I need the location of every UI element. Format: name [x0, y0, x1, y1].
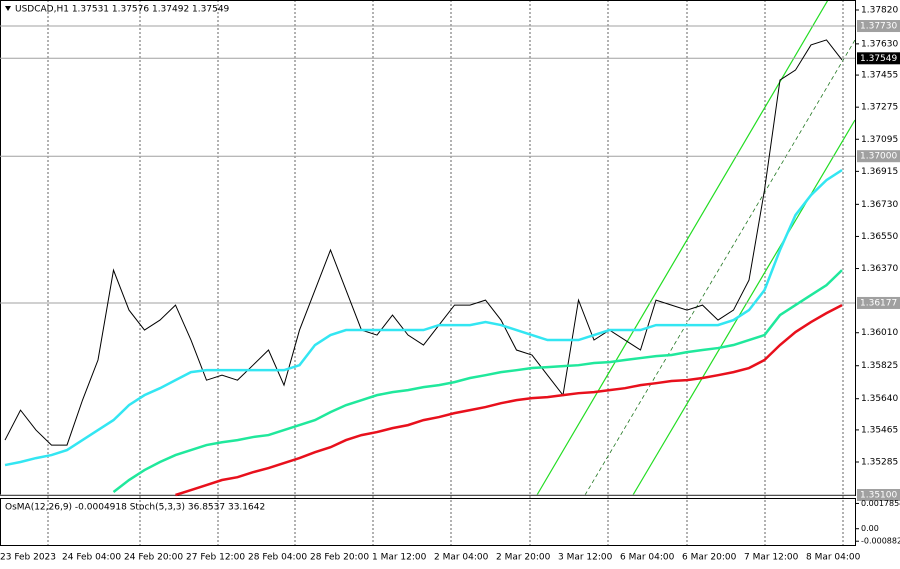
level-label: 1.37000: [860, 152, 897, 162]
y-tick-label: 1.37095: [861, 135, 898, 145]
indicator-tick-label: 0.0017854: [861, 499, 900, 508]
x-tick-label: 6 Mar 04:00: [620, 553, 675, 563]
level-label: 1.36177: [860, 298, 897, 308]
level-tag: [857, 489, 900, 501]
x-tick-label: 7 Mar 12:00: [744, 553, 799, 563]
price-line: [4, 39, 843, 446]
indicator-panel: [0, 498, 856, 546]
x-tick-label: 1 Mar 12:00: [372, 553, 427, 563]
y-tick-label: 1.36730: [861, 200, 898, 210]
y-tick-label: 1.37275: [861, 103, 898, 113]
level-label: 1.35100: [860, 491, 897, 501]
x-tick-label: 24 Feb 04:00: [62, 553, 121, 563]
y-tick-label: 1.35640: [861, 394, 898, 404]
x-tick-label: 6 Mar 20:00: [682, 553, 737, 563]
x-tick-label: 3 Mar 12:00: [558, 553, 613, 563]
x-tick-label: 24 Feb 20:00: [124, 553, 183, 563]
level-tag: [857, 20, 900, 33]
x-tick-label: 27 Feb 12:00: [186, 553, 245, 563]
x-tick-label: 8 Mar 04:00: [806, 553, 861, 563]
x-tick-label: 28 Feb 20:00: [310, 553, 369, 563]
chart-title: USDCAD,H1 1.37531 1.37576 1.37492 1.3754…: [15, 5, 230, 15]
menu-arrow[interactable]: [5, 6, 11, 11]
y-tick-label: 1.36550: [861, 232, 898, 242]
x-tick-label: 23 Feb 2023: [0, 553, 56, 563]
level-tag: [857, 150, 900, 163]
y-tick-label: 1.37630: [861, 39, 898, 49]
y-tick-label: 1.36370: [861, 264, 898, 274]
indicator-tick-label: 0.00: [861, 524, 879, 533]
y-tick-label: 1.36915: [861, 167, 898, 177]
moving-average: [4, 169, 843, 467]
moving-average: [112, 269, 843, 493]
indicator-title: OsMA(12,26,9) -0.0004918 Stoch(5,3,3) 36…: [5, 503, 265, 513]
level-tag: [857, 296, 900, 309]
x-tick-label: 28 Feb 04:00: [248, 553, 307, 563]
y-tick-label: 1.37455: [861, 71, 898, 81]
indicator-tick-label: -0.000882: [861, 537, 900, 546]
y-tick-label: 1.35825: [861, 361, 898, 371]
moving-average: [175, 303, 843, 497]
x-tick-label: 2 Mar 20:00: [496, 553, 551, 563]
y-tick-label: 1.36010: [861, 328, 898, 338]
y-tick-label: 1.35285: [861, 458, 898, 468]
last-price-label: 1.37549: [860, 54, 897, 64]
level-label: 1.37730: [860, 22, 897, 32]
y-tick-label: 1.37820: [861, 5, 898, 15]
y-tick-label: 1.35465: [861, 425, 898, 435]
x-tick-label: 2 Mar 04:00: [434, 553, 489, 563]
last-price-tag: [857, 52, 900, 65]
